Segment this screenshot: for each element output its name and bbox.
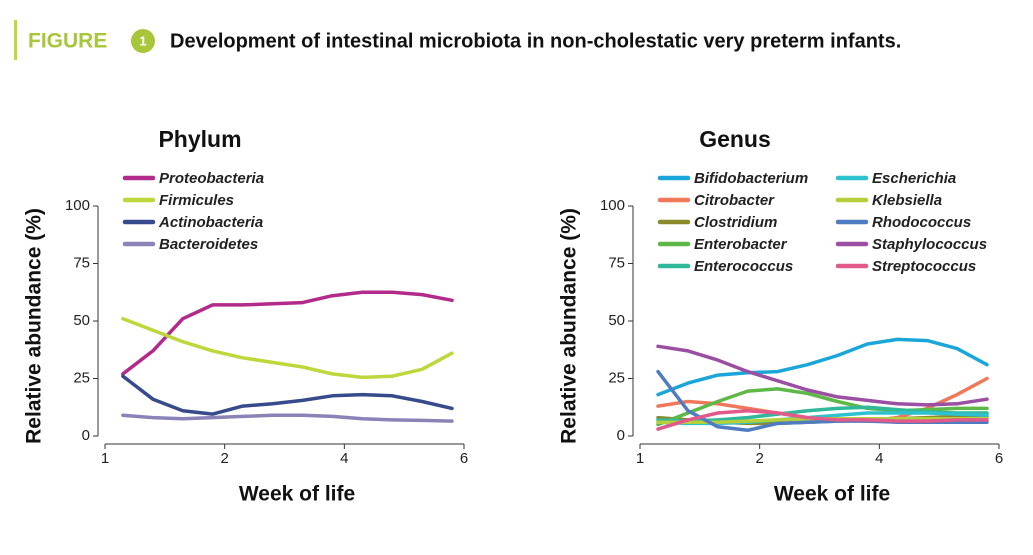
accent-bar xyxy=(14,20,17,60)
series-line xyxy=(656,408,989,431)
figure-badge xyxy=(131,29,155,53)
y-tick-label: 0 xyxy=(82,427,90,444)
legend-label: Citrobacter xyxy=(694,192,775,209)
chart-title: Genus xyxy=(699,126,771,152)
series-line xyxy=(656,337,989,397)
figure-title: Development of intestinal microbiota in … xyxy=(170,30,901,52)
y-tick-label: 50 xyxy=(73,312,90,329)
legend-label: Firmicules xyxy=(159,192,234,209)
legend-label: Streptococcus xyxy=(872,258,976,275)
legend-label: Bifidobacterium xyxy=(694,170,808,187)
figure-number: 1 xyxy=(139,33,146,48)
legend-label: Klebsiella xyxy=(872,192,942,209)
x-axis-label: Week of life xyxy=(239,483,355,506)
figure-label: FIGURE xyxy=(28,30,107,53)
x-axis-label: Week of life xyxy=(774,483,890,506)
series-line xyxy=(121,413,454,423)
y-tick-label: 0 xyxy=(617,427,625,444)
y-tick-label: 25 xyxy=(73,369,90,386)
x-tick-label: 2 xyxy=(220,450,228,467)
series-line xyxy=(656,344,989,407)
x-tick-label: 6 xyxy=(460,450,468,467)
y-axis-label: Relative abundance (%) xyxy=(558,208,581,444)
y-axis-label: Relative abundance (%) xyxy=(23,208,46,444)
series-line xyxy=(656,387,989,427)
legend-label: Bacteroidetes xyxy=(159,236,258,253)
chart-title: Phylum xyxy=(158,126,241,152)
y-tick-label: 50 xyxy=(608,312,625,329)
y-tick-label: 100 xyxy=(600,197,625,214)
y-tick-label: 25 xyxy=(608,369,625,386)
legend-label: Proteobacteria xyxy=(159,170,264,187)
y-tick-label: 100 xyxy=(65,197,90,214)
series-line xyxy=(121,374,454,416)
x-tick-label: 1 xyxy=(636,450,644,467)
legend-label: Escherichia xyxy=(872,170,956,187)
legend-label: Actinobacteria xyxy=(158,214,263,231)
legend-label: Enterobacter xyxy=(694,236,788,253)
x-tick-label: 6 xyxy=(995,450,1003,467)
series-line xyxy=(121,290,454,376)
legend-label: Clostridium xyxy=(694,214,777,231)
x-tick-label: 4 xyxy=(875,450,883,467)
y-tick-label: 75 xyxy=(608,254,625,271)
x-tick-label: 2 xyxy=(755,450,763,467)
legend-label: Enterococcus xyxy=(694,258,793,275)
x-tick-label: 1 xyxy=(101,450,109,467)
legend-label: Staphylococcus xyxy=(872,236,987,253)
x-tick-label: 4 xyxy=(340,450,348,467)
legend-label: Rhodococcus xyxy=(872,214,971,231)
y-tick-label: 75 xyxy=(73,254,90,271)
series-line xyxy=(121,316,454,380)
